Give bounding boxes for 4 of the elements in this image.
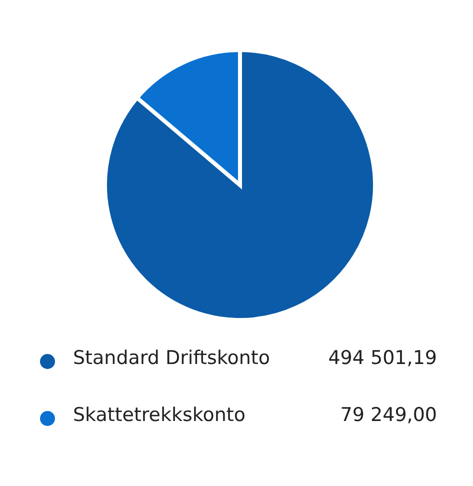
legend-label: Standard Driftskonto xyxy=(73,347,270,369)
data-label: 494 501,19 xyxy=(328,347,437,369)
data-label: 79 249,00 xyxy=(340,404,437,426)
legend-label: Skattetrekkskonto xyxy=(73,404,246,426)
